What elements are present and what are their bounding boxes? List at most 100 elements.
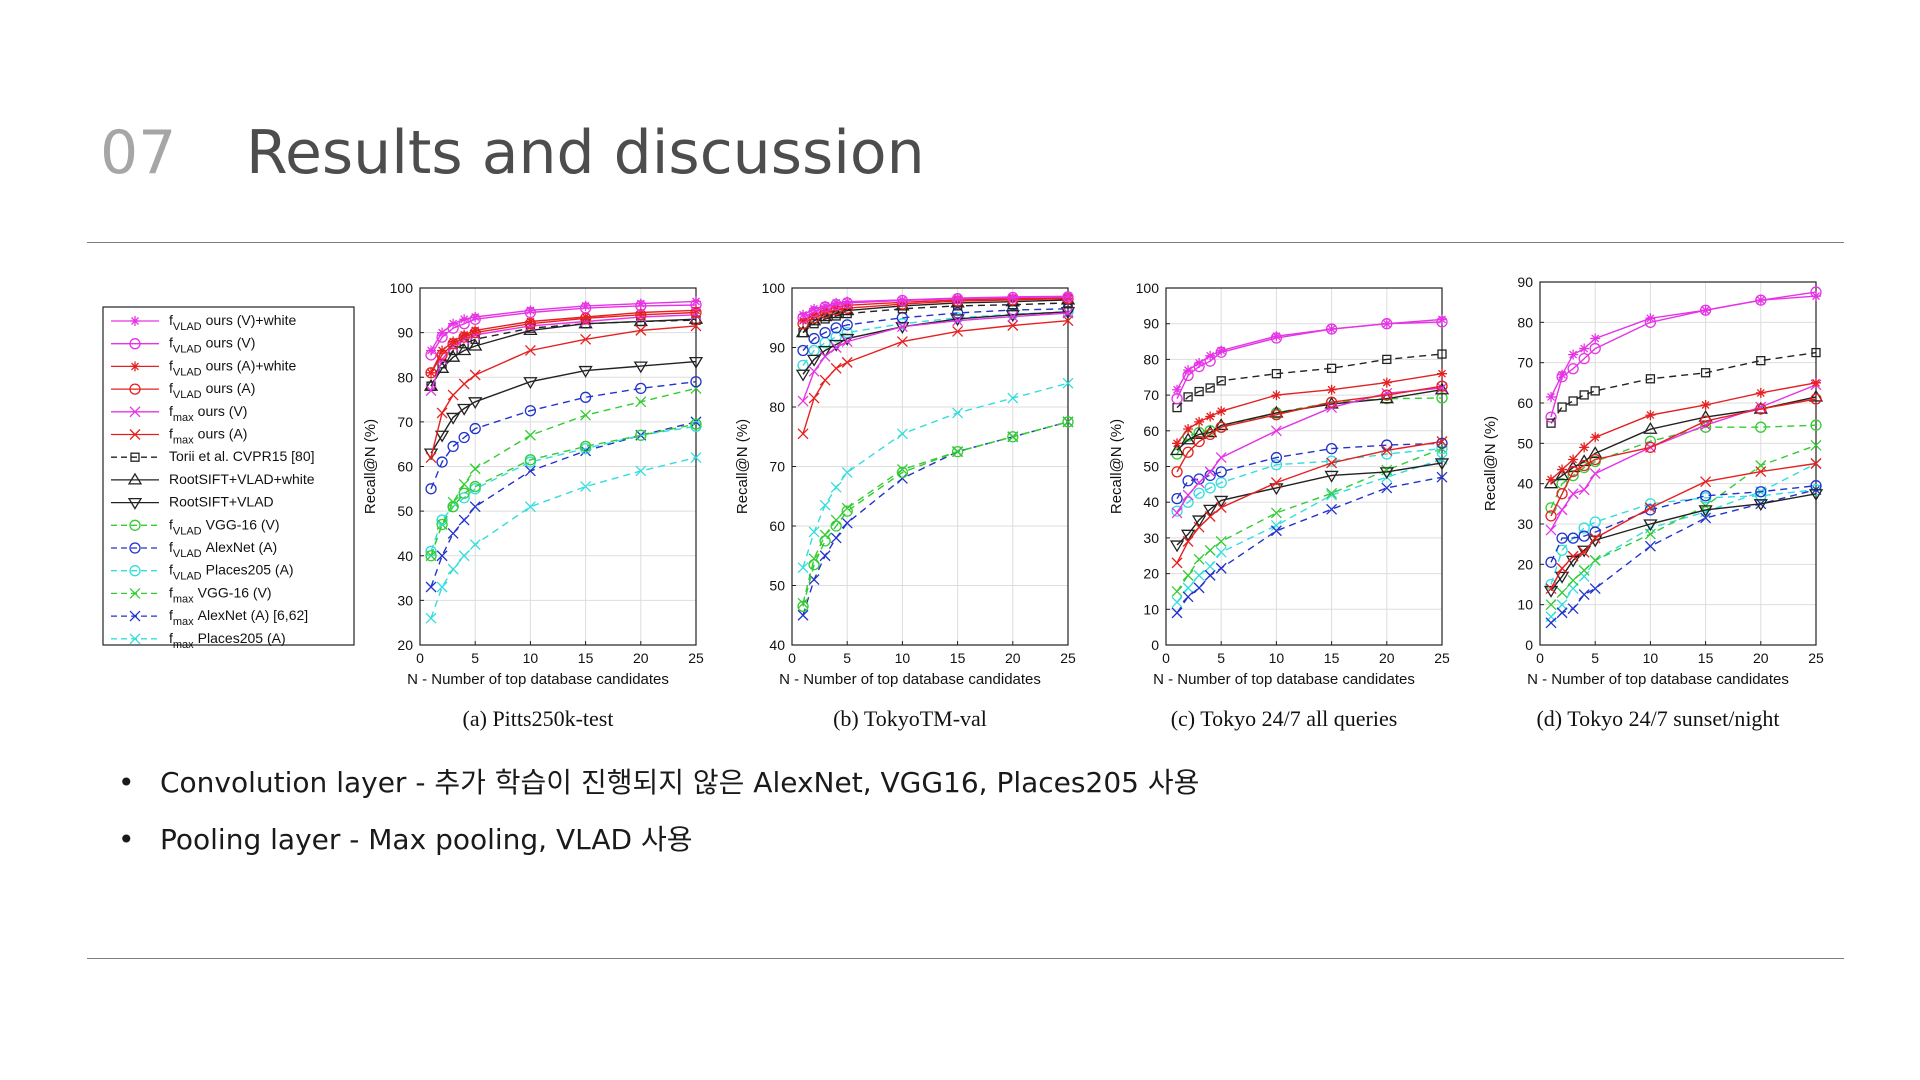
- data-point: [1193, 569, 1205, 581]
- data-point: [1191, 427, 1207, 440]
- data-point: [1589, 468, 1601, 480]
- data-point: [1270, 477, 1282, 489]
- data-point: [1215, 421, 1227, 433]
- data-point: [896, 464, 908, 475]
- series-line: [1169, 458, 1450, 553]
- legend-label-subscript: max: [173, 593, 194, 605]
- data-point: [1325, 442, 1338, 455]
- data-point: [1171, 596, 1183, 608]
- data-point: [1194, 357, 1205, 368]
- y-tick-label: 20: [1517, 556, 1533, 572]
- y-tick-label: 90: [1517, 274, 1533, 290]
- legend-label-base: f: [169, 516, 173, 532]
- data-point: [1183, 392, 1193, 402]
- series-path: [1176, 462, 1443, 546]
- legend-label: fVLAD ours (V): [169, 335, 255, 356]
- data-point: [819, 535, 831, 547]
- legend-label-base: f: [169, 630, 173, 646]
- legend-entry: fmax ours (V): [111, 403, 247, 424]
- data-point: [1171, 507, 1183, 519]
- legend-entry: fVLAD ours (V): [111, 335, 255, 356]
- legend-label: fmax Places205 (A): [169, 630, 286, 651]
- data-point: [820, 300, 831, 311]
- data-point: [523, 377, 538, 389]
- data-point: [1204, 544, 1216, 556]
- data-point: [436, 407, 448, 419]
- legend-label: fmax ours (A): [169, 426, 247, 447]
- legend-frame: [102, 306, 355, 646]
- data-point: [1755, 403, 1767, 415]
- series-line: [1545, 480, 1822, 568]
- data-point: [524, 454, 537, 466]
- legend-label-text: AlexNet (A): [206, 539, 278, 555]
- data-point: [1578, 589, 1590, 601]
- data-point: [1271, 331, 1282, 342]
- data-point: [690, 452, 702, 464]
- data-point: [525, 316, 536, 327]
- data-point: [1381, 482, 1393, 494]
- data-point: [1381, 377, 1392, 388]
- legend-marker: [130, 316, 140, 326]
- data-point: [458, 487, 470, 499]
- data-point: [797, 395, 809, 407]
- data-point: [1590, 386, 1600, 396]
- data-point: [1589, 342, 1601, 355]
- series-path: [802, 421, 1069, 607]
- series-line: [1172, 368, 1447, 449]
- legend-label-base: f: [169, 403, 173, 419]
- data-point: [1698, 505, 1713, 518]
- series-path: [802, 382, 1069, 568]
- data-point: [1436, 437, 1448, 449]
- data-point: [458, 550, 470, 562]
- chart-tokyo247-all-queries: 0 5 10 15 20 25 0 10 20 30 40 50 60 70 80 90 100 N - Numb…: [1108, 280, 1450, 731]
- data-point: [797, 428, 809, 440]
- data-point: [469, 539, 481, 551]
- data-point: [580, 409, 592, 421]
- data-point: [1567, 603, 1579, 615]
- data-point: [1193, 487, 1205, 499]
- x-tick-label: 0: [1536, 650, 1544, 666]
- legend-marker: [130, 361, 140, 372]
- data-point: [819, 499, 831, 511]
- data-point: [1171, 607, 1183, 619]
- legend-label-base: f: [169, 584, 173, 600]
- data-point: [436, 514, 448, 526]
- data-point: [840, 333, 855, 346]
- data-point: [1644, 498, 1657, 510]
- data-point: [1169, 540, 1185, 553]
- data-point: [469, 501, 481, 513]
- y-tick-label: 80: [1517, 314, 1533, 330]
- legend-label: fVLAD ours (A)+white: [169, 357, 296, 378]
- x-tick-label: 0: [788, 650, 796, 666]
- legend-label-subscript: max: [173, 639, 194, 651]
- series-line: [426, 296, 701, 356]
- data-point: [1203, 504, 1218, 517]
- data-point: [1270, 409, 1283, 421]
- data-point: [1214, 418, 1229, 431]
- y-tick-label: 30: [397, 592, 413, 608]
- y-tick-label: 50: [1143, 459, 1159, 475]
- data-point: [1271, 369, 1282, 379]
- data-point: [580, 300, 591, 311]
- data-point: [830, 520, 842, 532]
- x-tick-label: 15: [578, 650, 594, 666]
- data-point: [580, 481, 592, 493]
- legend-label-base: f: [169, 539, 173, 555]
- y-tick-label: 0: [1525, 637, 1533, 653]
- data-point: [436, 550, 448, 562]
- data-point: [1182, 475, 1194, 487]
- data-point: [1578, 459, 1590, 472]
- y-tick-label: 80: [769, 399, 785, 415]
- data-point: [841, 505, 853, 517]
- data-point: [426, 367, 437, 378]
- data-point: [830, 514, 842, 526]
- data-point: [1755, 387, 1766, 398]
- data-point: [896, 466, 909, 479]
- data-point: [458, 514, 470, 526]
- data-point: [469, 369, 481, 381]
- data-point: [830, 342, 842, 353]
- legend-label-text: ours (V): [198, 403, 248, 419]
- data-point: [1204, 466, 1216, 478]
- bullet-text: Pooling layer - Max pooling, VLAD 사용: [160, 823, 693, 856]
